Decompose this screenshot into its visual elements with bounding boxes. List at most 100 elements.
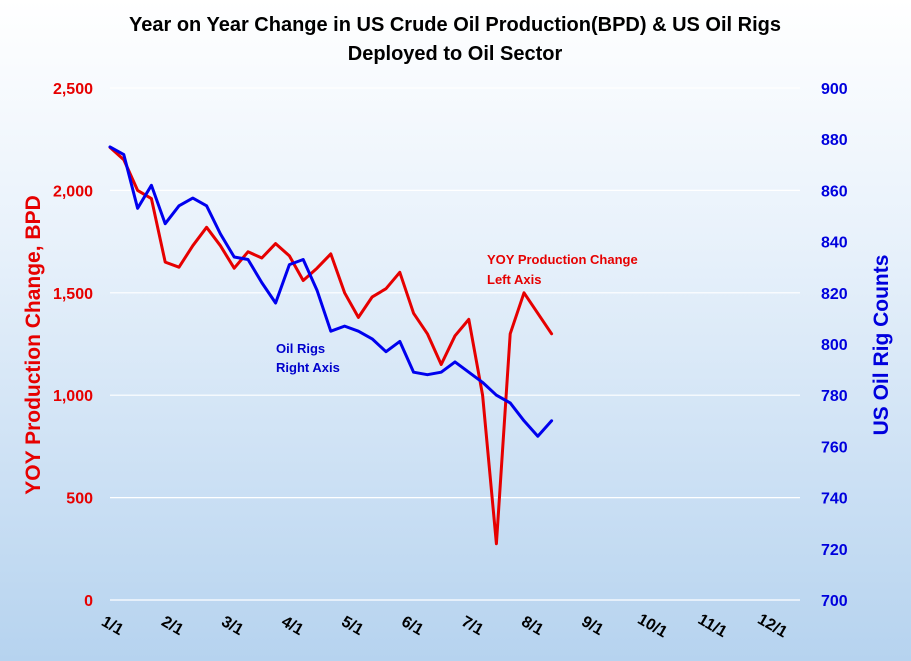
left-axis-ticks: 0 500 1,000 1,500 2,000 2,500 xyxy=(53,81,93,610)
rig-point xyxy=(398,340,401,343)
production-point xyxy=(246,250,250,253)
annotation-production-line-2: Left Axis xyxy=(487,272,541,287)
rig-point xyxy=(233,255,236,259)
annotation-production-line-1: YOY Production Change xyxy=(487,252,638,267)
right-tick-label: 860 xyxy=(821,183,848,200)
left-tick-label: 2,000 xyxy=(53,183,93,200)
rig-point xyxy=(426,373,429,376)
rig-point xyxy=(522,419,526,422)
x-tick-label: 8/1 xyxy=(518,613,546,639)
production-point xyxy=(384,287,388,290)
rig-point xyxy=(136,207,139,210)
rig-point xyxy=(329,330,332,333)
left-tick-label: 0 xyxy=(84,593,93,610)
production-point xyxy=(467,318,470,321)
production-point xyxy=(536,312,539,315)
right-tick-label: 800 xyxy=(821,337,848,354)
production-point xyxy=(412,312,415,315)
rig-point xyxy=(536,435,539,438)
grid-layer xyxy=(110,87,800,601)
rig-point xyxy=(191,196,194,200)
right-tick-label: 700 xyxy=(821,593,848,610)
annotation-rigs-line-1: Oil Rigs xyxy=(276,341,325,356)
rig-point xyxy=(467,371,470,374)
right-axis-ticks: 700 720 740 760 780 800 820 840 860 880 900 xyxy=(821,81,848,610)
right-tick-label: 780 xyxy=(821,388,848,405)
rig-point xyxy=(440,371,443,374)
left-tick-label: 500 xyxy=(66,491,93,508)
production-point xyxy=(136,189,139,192)
rig-point xyxy=(509,401,512,405)
rig-point xyxy=(343,324,346,328)
rig-point xyxy=(357,330,360,333)
production-point xyxy=(302,279,305,282)
production-point xyxy=(329,252,332,256)
production-point xyxy=(509,332,512,335)
production-point xyxy=(481,394,484,397)
production-point xyxy=(426,332,429,335)
x-axis-ticks: 1/1 2/1 3/1 4/1 5/1 6/1 7/1 8/1 9/1 10/1 11/1 12/1 xyxy=(98,611,790,641)
production-point xyxy=(343,291,346,294)
production-point xyxy=(371,295,374,299)
rig-point xyxy=(260,281,263,284)
production-point xyxy=(550,332,553,335)
x-tick-label: 2/1 xyxy=(158,613,186,639)
x-tick-label: 11/1 xyxy=(695,611,730,641)
rig-point xyxy=(453,360,457,364)
rig-point xyxy=(108,145,112,149)
rig-point xyxy=(205,204,208,207)
rig-point xyxy=(384,350,388,353)
chart-title-line-2: Deployed to Oil Sector xyxy=(348,43,563,65)
x-tick-label: 6/1 xyxy=(398,613,426,639)
left-tick-label: 2,500 xyxy=(53,81,93,98)
rig-point xyxy=(274,301,277,305)
rig-point xyxy=(288,263,291,266)
x-tick-label: 10/1 xyxy=(635,611,671,641)
production-point xyxy=(233,267,236,270)
production-point xyxy=(315,267,319,270)
rig-point xyxy=(371,337,374,341)
rig-point xyxy=(412,371,415,374)
right-axis-title: US Oil Rig Counts xyxy=(870,255,893,436)
left-tick-label: 1,000 xyxy=(53,388,93,405)
left-axis-title: YOY Production Change, BPD xyxy=(22,195,45,494)
production-point xyxy=(177,266,181,269)
production-point xyxy=(357,316,360,319)
right-tick-label: 760 xyxy=(821,439,848,456)
right-tick-label: 740 xyxy=(821,491,848,508)
rig-point xyxy=(177,204,181,207)
rig-point xyxy=(246,258,250,261)
rig-point xyxy=(315,289,319,292)
production-point xyxy=(398,271,401,274)
production-point xyxy=(440,363,443,366)
left-tick-label: 1,500 xyxy=(53,286,93,303)
annotation-rigs-line-2: Right Axis xyxy=(276,360,340,375)
rig-point xyxy=(495,394,498,397)
production-point xyxy=(191,244,194,247)
right-tick-label: 720 xyxy=(821,542,848,559)
rig-point xyxy=(150,184,153,187)
production-point xyxy=(205,226,208,229)
x-tick-label: 4/1 xyxy=(278,613,306,639)
x-tick-label: 5/1 xyxy=(338,613,366,639)
right-tick-label: 840 xyxy=(821,235,848,252)
right-tick-label: 820 xyxy=(821,286,848,303)
rig-point xyxy=(302,258,305,261)
rig-point xyxy=(481,381,484,384)
production-point xyxy=(219,244,222,247)
production-point xyxy=(495,542,498,545)
production-point xyxy=(260,256,263,260)
right-tick-label: 880 xyxy=(821,132,848,149)
rig-point xyxy=(122,153,126,156)
production-point xyxy=(150,197,153,200)
production-point xyxy=(288,254,291,258)
rig-point xyxy=(550,419,553,422)
rig-point xyxy=(219,232,222,236)
series-layer xyxy=(108,145,554,546)
series-line-production-change xyxy=(108,145,554,546)
right-tick-label: 900 xyxy=(821,81,848,98)
x-tick-label: 9/1 xyxy=(578,613,606,639)
x-tick-label: 7/1 xyxy=(458,613,486,639)
